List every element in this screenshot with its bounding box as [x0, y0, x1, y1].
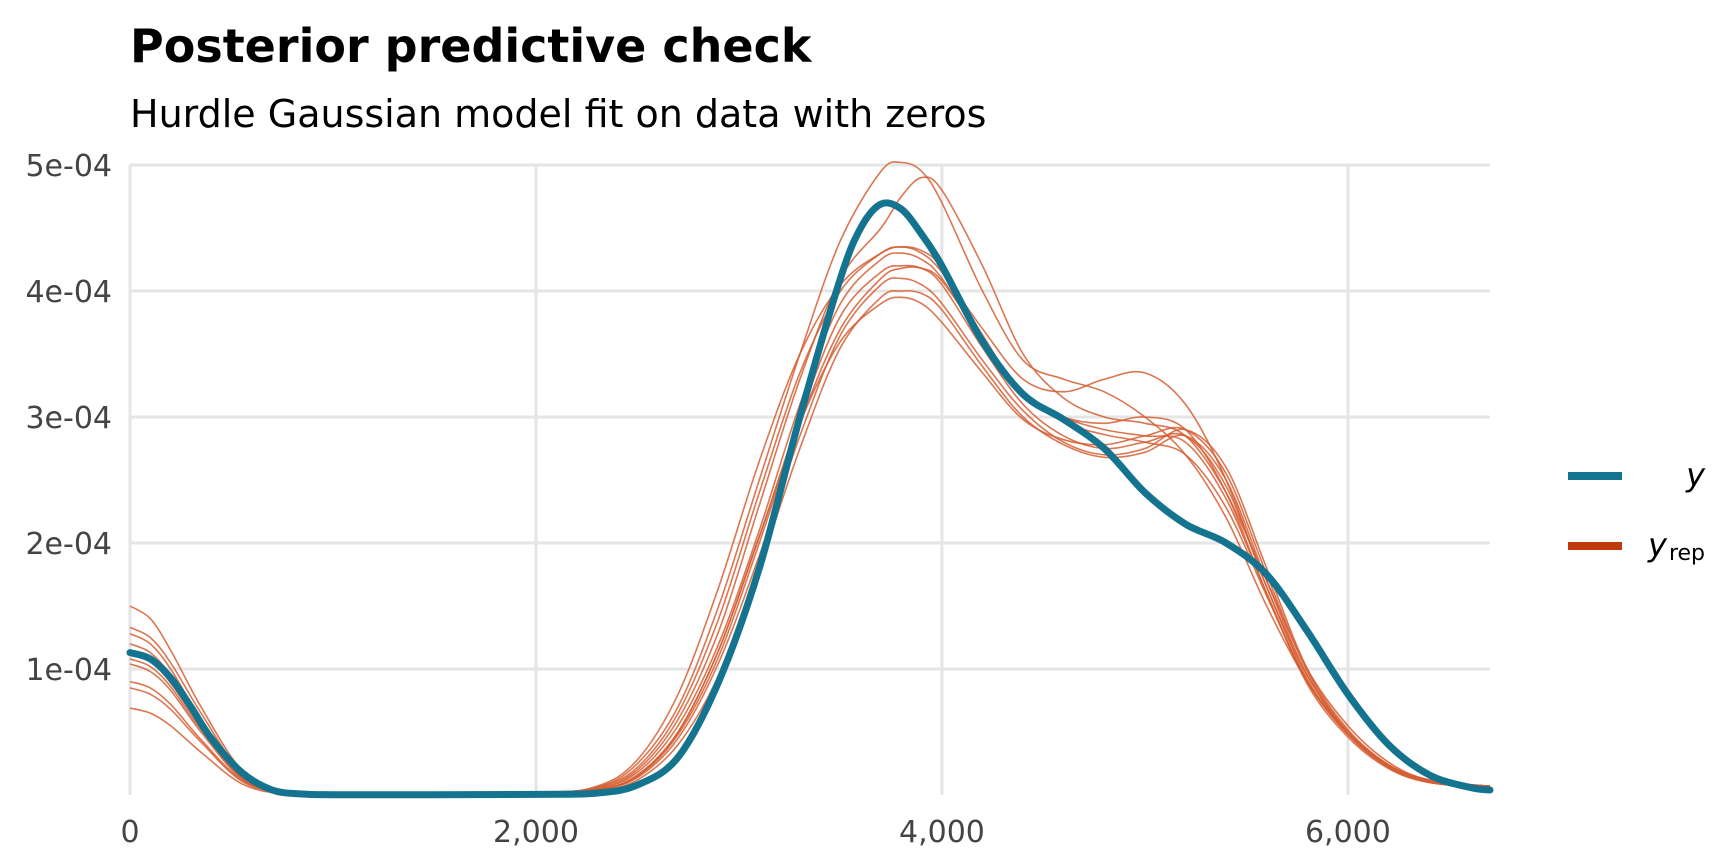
- yrep-density-line-10: [129, 266, 1491, 796]
- chart-title: Posterior predictive check: [130, 19, 813, 73]
- yrep-density-line-5: [129, 264, 1491, 796]
- yrep-density-line-3: [129, 246, 1491, 796]
- legend: y yrep: [1568, 456, 1706, 566]
- y-observed-density-line: [126, 199, 1494, 799]
- x-tick-label: 0: [120, 815, 139, 850]
- y-tick-label: 2e-04: [25, 527, 112, 562]
- yrep-density-line-2: [129, 176, 1491, 796]
- legend-label-y: y: [1685, 456, 1706, 494]
- yrep-density-line-8: [129, 246, 1491, 796]
- chart-subtitle: Hurdle Gaussian model fit on data with z…: [130, 92, 986, 136]
- yrep-density-line-1: [129, 161, 1491, 796]
- y-tick-label: 3e-04: [25, 401, 112, 436]
- x-tick-label: 2,000: [493, 815, 579, 850]
- legend-label-yrep: yrep: [1647, 526, 1705, 566]
- x-tick-label: 4,000: [899, 815, 985, 850]
- yrep-density-line-6: [129, 277, 1491, 796]
- density-lines: [126, 161, 1494, 799]
- y-tick-label: 5e-04: [25, 149, 112, 184]
- grid-lines: [128, 163, 1490, 795]
- y-tick-label: 1e-04: [25, 653, 112, 688]
- y-axis-tick-labels: 1e-04 2e-04 3e-04 4e-04 5e-04: [25, 149, 112, 688]
- y-tick-label: 4e-04: [25, 275, 112, 310]
- x-axis-tick-labels: 0 2,000 4,000 6,000: [120, 815, 1390, 850]
- x-tick-label: 6,000: [1305, 815, 1391, 850]
